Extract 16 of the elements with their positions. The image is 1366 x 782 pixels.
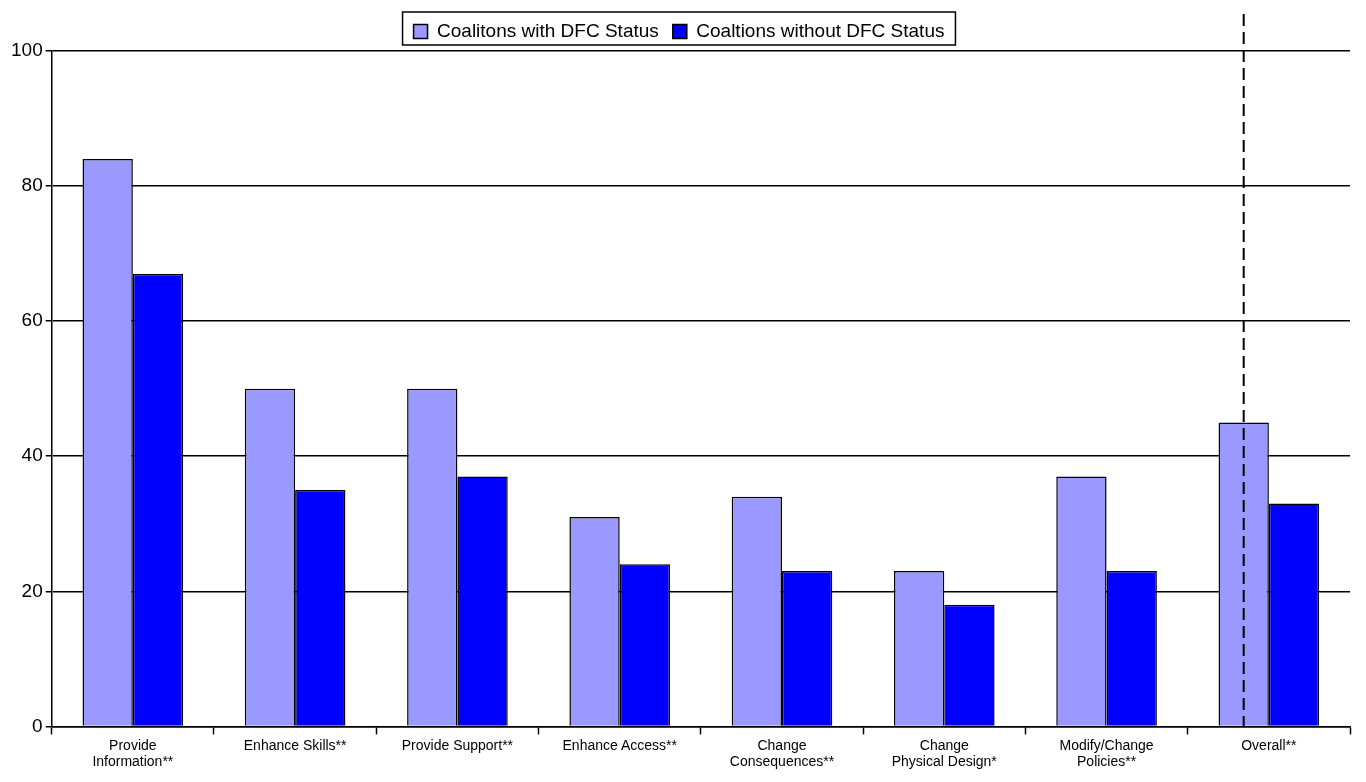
x-tick-label: Overall** <box>1241 736 1298 753</box>
y-tick-label: 0 <box>32 714 43 736</box>
y-tick-label: 20 <box>21 579 43 601</box>
legend-label: Coalitons with DFC Status <box>437 19 659 41</box>
x-tick-label: Provide Information** <box>92 736 174 770</box>
x-tick-label: Enhance Access** <box>562 736 678 753</box>
x-tick-label: Change Physical Design* <box>891 736 998 770</box>
y-tick-label: 100 <box>11 39 43 61</box>
legend-label: Coaltions without DFC Status <box>696 19 945 41</box>
x-tick-label: Modify/Change Policies** <box>1059 736 1154 770</box>
x-tick-label: Enhance Skills** <box>243 736 348 753</box>
x-tick-label: Provide Support** <box>401 736 514 753</box>
y-tick-label: 60 <box>21 309 43 331</box>
y-tick-label: 80 <box>21 174 43 196</box>
x-tick-label: Change Consequences** <box>729 736 835 770</box>
y-tick-label: 40 <box>21 444 43 466</box>
